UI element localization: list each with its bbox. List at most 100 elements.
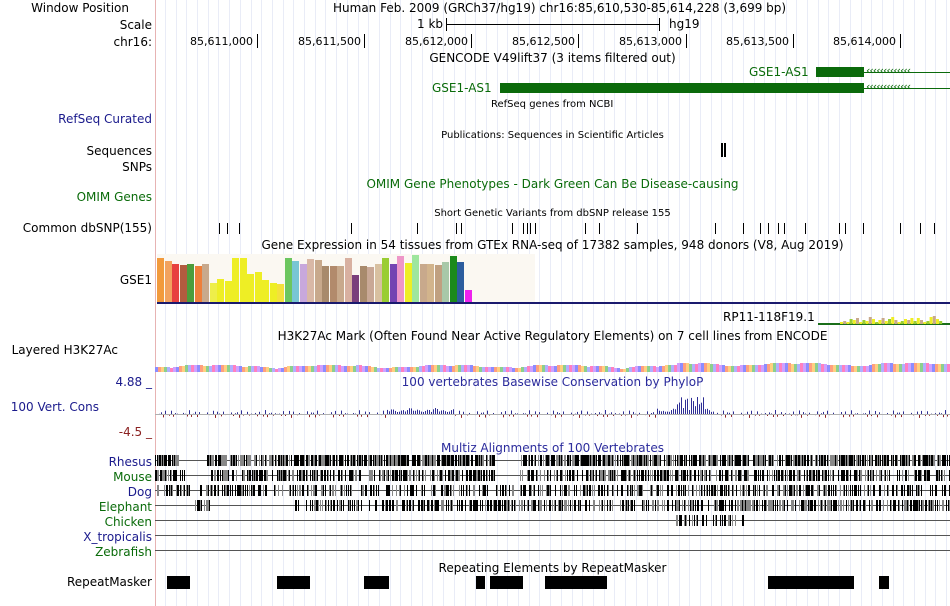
alignment-block [399,455,400,466]
species-label-chicken[interactable]: Chicken [104,515,152,529]
alignment-block [224,485,225,496]
gene-gse1-as1-b[interactable] [504,83,864,93]
phylop-track-label[interactable]: 100 Vert. Cons [10,400,99,414]
refseq-track-label[interactable]: RefSeq Curated [58,112,152,126]
ruler-tick [686,34,687,48]
h3k27ac-signal-bar [554,366,557,372]
phylop-positive-bar [875,410,876,414]
species-label-rhesus[interactable]: Rhesus [108,455,152,469]
alignment-block [257,470,258,481]
alignment-block [745,455,746,466]
alignment-block [414,455,415,466]
phylop-positive-bar [669,411,670,414]
alignment-block [675,500,676,511]
alignment-block [441,485,442,496]
alignment-block [888,455,889,466]
h3k27ac-signal-bar [803,363,806,372]
alignment-block [502,500,503,511]
alignment-block [716,500,717,511]
alignment-block [640,485,641,496]
alignment-block [357,455,358,466]
alignment-block [872,500,873,511]
alignment-block [249,455,250,466]
omim-track-label[interactable]: OMIM Genes [76,190,152,204]
alignment-block [461,500,462,511]
gene-label-gse1-as1-a[interactable]: GSE1-AS1 [749,65,809,79]
gtex-gene2-bar [865,321,869,324]
snp-tick [351,223,352,234]
gtex-gene-label[interactable]: GSE1 [119,273,152,287]
gtex-tissue-bars[interactable] [157,254,537,303]
alignment-block [916,500,917,511]
alignment-block [467,470,468,481]
alignment-block [684,500,685,511]
phylop-negative-bar [221,414,222,417]
phylop-positive-bar [647,411,648,414]
alignment-block [574,455,575,466]
phylop-negative-bar [825,414,826,418]
species-label-x-tropicalis[interactable]: X_tropicalis [83,530,152,544]
alignment-block [321,485,322,496]
publication-hit[interactable] [721,143,723,157]
alignment-block [923,500,924,511]
alignment-block [168,455,169,466]
alignment-block [212,470,213,481]
alignment-block [541,455,542,466]
alignment-block [410,500,411,511]
gene-gse1-as1-b-start[interactable] [500,83,504,93]
alignment-block [715,455,716,466]
alignment-block [350,455,351,466]
gtex-gene2-bar [875,322,879,324]
alignment-block [605,470,606,481]
alignment-block [445,470,446,481]
h3k27ac-signal-bar [938,364,941,372]
h3k27ac-track-label[interactable]: Layered H3K27Ac [11,343,118,357]
h3k27ac-signal-bar [488,367,491,372]
alignment-block [567,470,568,481]
alignment-block [361,455,362,466]
publication-hit[interactable] [724,143,726,157]
gtex-gene2-label[interactable]: RP11-118F19.1 [723,310,815,324]
gene-label-gse1-as1-b[interactable]: GSE1-AS1 [432,81,492,95]
h3k27ac-signal-bar [884,363,887,372]
sequences-track-label[interactable]: Sequences [86,144,152,158]
phylop-negative-bar [291,414,292,418]
phylop-conservation-plot[interactable] [155,390,950,435]
alignment-block [638,455,639,466]
alignment-block [706,485,707,496]
dbsnp-variant-ticks[interactable] [155,221,950,235]
multiz-alignment-blocks[interactable] [155,455,950,560]
species-label-zebrafish[interactable]: Zebrafish [95,545,152,559]
alignment-block [697,515,698,526]
h3k27ac-signal-bar [587,367,590,372]
alignment-block [654,470,655,481]
alignment-block [240,485,241,496]
alignment-block [812,485,813,496]
snps-track-label[interactable]: SNPs [122,160,152,174]
alignment-block [613,470,614,481]
dbsnp-track-label[interactable]: Common dbSNP(155) [22,221,152,235]
h3k27ac-signal[interactable] [155,358,950,372]
phylop-negative-bar [749,414,750,418]
species-label-elephant[interactable]: Elephant [98,500,152,514]
species-label-mouse[interactable]: Mouse [113,470,152,484]
gtex-gene2-bars[interactable] [840,315,950,324]
alignment-block [853,455,854,466]
repeatmasker-elements[interactable] [155,575,950,590]
repeatmasker-track-label[interactable]: RepeatMasker [66,575,152,589]
alignment-block [683,485,684,496]
snp-tick [760,223,761,234]
gtex-track-title: Gene Expression in 54 tissues from GTEx … [261,238,844,252]
alignment-block [921,485,922,496]
alignment-block [535,500,536,511]
alignment-block [692,455,693,466]
alignment-block [908,470,909,481]
alignment-block [681,470,682,481]
gene-gse1-as1-a[interactable] [816,67,864,77]
alignment-block [512,485,513,496]
species-label-dog[interactable]: Dog [127,485,152,499]
alignment-block [780,500,781,511]
alignment-block [872,470,873,481]
alignment-block [330,485,331,496]
alignment-block [160,470,161,481]
